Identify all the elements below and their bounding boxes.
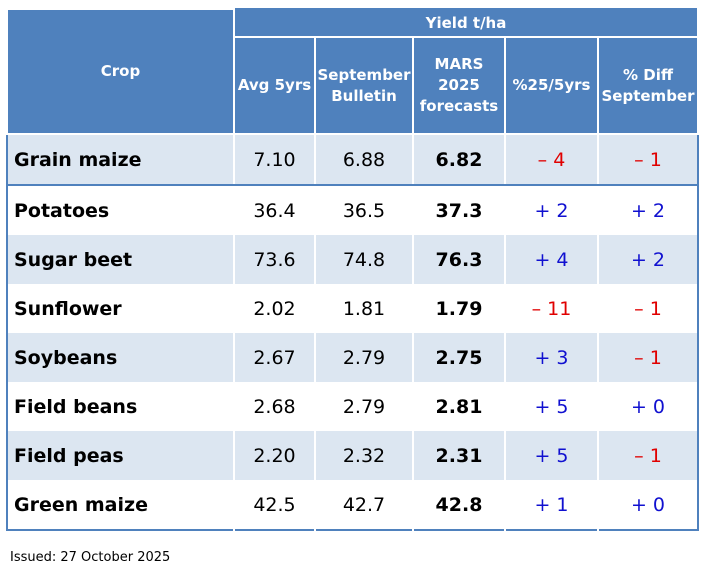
yield-cell: 2.02 — [233, 284, 315, 333]
yield-cell: 2.32 — [314, 431, 413, 480]
yield-cell: 36.4 — [233, 185, 315, 235]
yield-cell: 2.67 — [233, 333, 315, 382]
yield-cell: 7.10 — [233, 134, 315, 186]
table-row: Green maize 42.5 42.7 42.8 + 1 + 0 — [7, 480, 698, 530]
yield-cell: 2.31 — [412, 431, 505, 480]
yield-cell: 6.88 — [314, 134, 413, 186]
column-header: %25/5yrs — [504, 36, 599, 135]
column-header: MARS 2025 forecasts — [412, 36, 506, 135]
yield-cell: 2.68 — [233, 382, 315, 431]
yield-cell: + 2 — [504, 185, 598, 235]
yield-cell: – 4 — [504, 134, 598, 186]
yield-cell: – 1 — [597, 284, 698, 333]
yield-cell: 37.3 — [412, 185, 505, 235]
yield-cell: 42.7 — [314, 480, 413, 530]
yield-cell: 6.82 — [412, 134, 505, 186]
yield-cell: 2.75 — [412, 333, 505, 382]
crop-name: Grain maize — [7, 134, 234, 186]
crop-name: Potatoes — [14, 199, 110, 222]
group-header: Yield t/ha — [233, 9, 699, 38]
yield-cell: 2.79 — [314, 333, 413, 382]
yield-table-container: Crop Yield t/ha Avg 5yrs September Bullet… — [6, 8, 699, 531]
column-header: September Bulletin — [314, 36, 414, 135]
yield-cell: 1.81 — [314, 284, 413, 333]
yield-cell: 1.79 — [412, 284, 505, 333]
yield-cell: – 1 — [597, 134, 698, 186]
table-row: Potatoes 36.4 36.5 37.3 + 2 + 2 — [7, 185, 698, 235]
yield-cell: + 0 — [597, 382, 698, 431]
yield-cell: 42.8 — [412, 480, 505, 530]
crop-name: Field peas — [7, 431, 234, 480]
yield-cell: + 5 — [504, 431, 598, 480]
yield-cell: 42.5 — [233, 480, 315, 530]
table-row: Field beans 2.68 2.79 2.81 + 5 + 0 — [7, 382, 698, 431]
yield-cell: + 1 — [504, 480, 598, 530]
crop-name: Sunflower — [14, 297, 122, 320]
crop-header: Crop — [6, 8, 235, 135]
yield-cell: – 1 — [597, 333, 698, 382]
table-row: Sugar beet 73.6 74.8 76.3 + 4 + 2 — [7, 235, 698, 284]
yield-cell: 76.3 — [412, 235, 505, 284]
yield-cell: 36.5 — [314, 185, 413, 235]
yield-cell: + 2 — [597, 235, 698, 284]
yield-cell: – 1 — [597, 431, 698, 480]
table-row: Soybeans 2.67 2.79 2.75 + 3– 1 — [7, 333, 698, 382]
yield-cell: 2.79 — [314, 382, 413, 431]
yield-cell: + 3 — [504, 333, 598, 382]
table-row: Sunflower 2.02 1.81 1.79– 11– 1 — [7, 284, 698, 333]
yield-cell: + 4 — [504, 235, 598, 284]
crop-name: Green maize — [14, 493, 148, 516]
issued-note: Issued: 27 October 2025 — [10, 550, 171, 565]
yield-cell: 2.81 — [412, 382, 505, 431]
column-header: % Diff September — [597, 36, 699, 135]
table-row: Field peas 2.20 2.32 2.31 + 5– 1 — [7, 431, 698, 480]
yield-cell: 74.8 — [314, 235, 413, 284]
yield-table: Crop Yield t/ha Avg 5yrs September Bullet… — [6, 8, 699, 531]
yield-cell: + 5 — [504, 382, 598, 431]
yield-cell: 73.6 — [233, 235, 315, 284]
yield-cell: + 0 — [597, 480, 698, 530]
crop-name: Field beans — [14, 395, 138, 418]
yield-cell: + 2 — [597, 185, 698, 235]
crop-name: Sugar beet — [7, 235, 234, 284]
table-row: Grain maize 7.10 6.88 6.82– 4– 1 — [7, 134, 698, 186]
yield-cell: 2.20 — [233, 431, 315, 480]
column-header: Avg 5yrs — [233, 36, 316, 135]
crop-name: Soybeans — [7, 333, 234, 382]
yield-cell: – 11 — [504, 284, 598, 333]
